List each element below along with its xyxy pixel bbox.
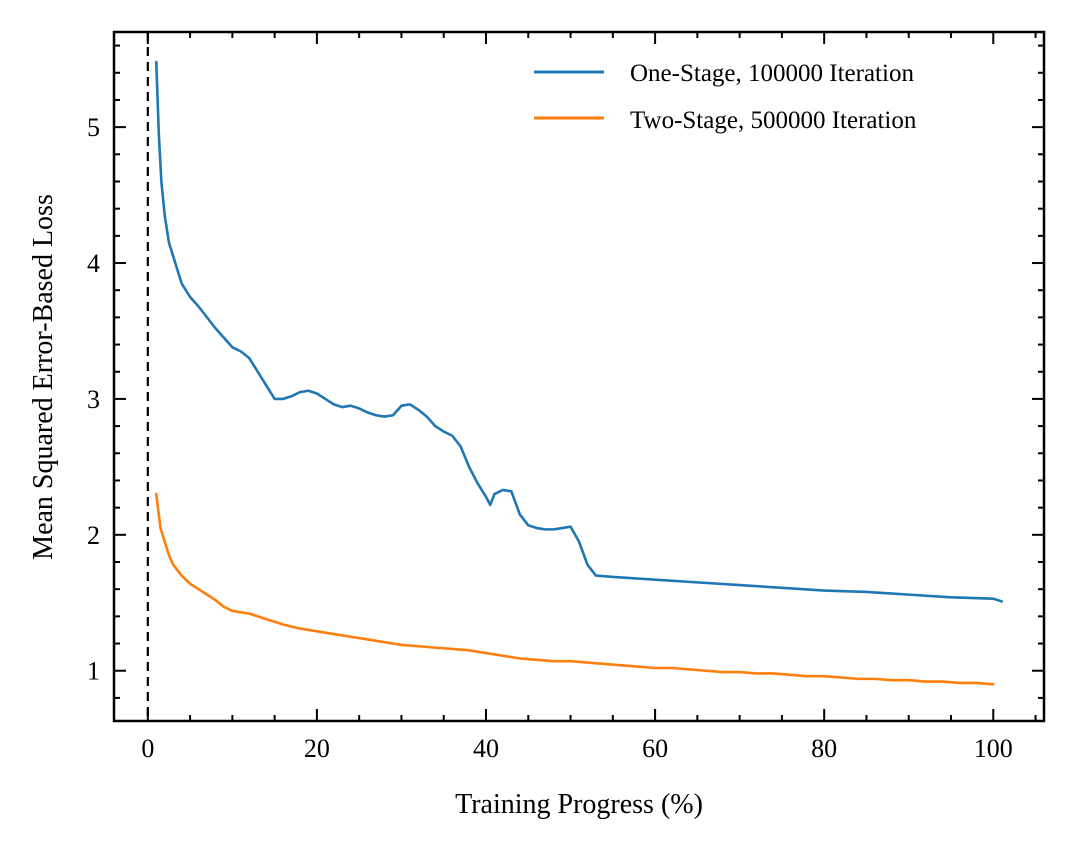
- x-tick-label: 40: [473, 734, 499, 763]
- y-tick-label: 2: [87, 521, 100, 550]
- legend: One-Stage, 100000 Iteration Two-Stage, 5…: [534, 60, 917, 134]
- y-tick-label: 4: [87, 249, 100, 278]
- tick-labels-group: 0 20 40 60 80 100 1 2 3 4 5: [87, 113, 1013, 763]
- ticks-group: [114, 32, 1044, 721]
- series-group: [154, 60, 1004, 686]
- series-line-two-stage: [154, 492, 995, 686]
- series-line-one-stage: [154, 60, 1004, 603]
- x-tick-label: 20: [304, 734, 330, 763]
- x-tick-label: 60: [642, 734, 668, 763]
- plot-area-frame: [112, 30, 1046, 723]
- y-tick-label: 1: [87, 657, 100, 686]
- x-tick-label: 100: [974, 734, 1013, 763]
- x-tick-label: 0: [141, 734, 154, 763]
- y-tick-label: 5: [87, 113, 100, 142]
- x-tick-label: 80: [811, 734, 837, 763]
- y-tick-label: 3: [87, 385, 100, 414]
- legend-label-two-stage: Two-Stage, 500000 Iteration: [630, 107, 917, 134]
- x-axis-label: Training Progress (%): [455, 789, 703, 820]
- y-axis-label: Mean Squared Error-Based Loss: [28, 194, 59, 560]
- legend-label-one-stage: One-Stage, 100000 Iteration: [630, 60, 914, 87]
